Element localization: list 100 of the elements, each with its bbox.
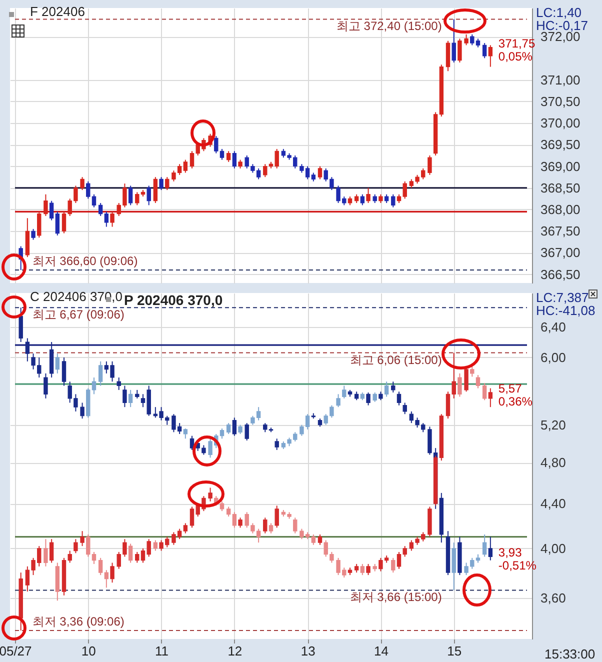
candlestick [482, 382, 487, 401]
candlestick [458, 38, 462, 63]
candlestick [274, 438, 279, 450]
candlestick [55, 353, 60, 374]
candlestick [366, 563, 370, 576]
annotation: 371,75 [498, 36, 536, 50]
y-tick-label: 371,00 [540, 72, 580, 88]
y-tick-label: 367,00 [540, 245, 580, 260]
candlestick [153, 540, 158, 552]
candlestick [110, 562, 114, 584]
candlestick [74, 538, 78, 554]
x-tick-label: 14 [374, 644, 388, 658]
candlestick [44, 538, 48, 567]
annotation: 최고 372,40 (15:00) [336, 19, 442, 34]
candlestick [464, 34, 468, 46]
candlestick [37, 211, 42, 238]
candlestick [128, 389, 133, 408]
candlestick [80, 176, 84, 191]
x-tick-label: 12 [228, 644, 242, 658]
candlestick [232, 417, 237, 436]
candlestick [183, 428, 188, 440]
annotation: 0,05% [498, 49, 533, 64]
candlestick [232, 512, 237, 528]
candlestick [31, 228, 36, 240]
x-tick-label: 15 [447, 644, 462, 658]
candlestick [153, 176, 158, 204]
candlestick [366, 392, 370, 406]
candlestick [232, 150, 237, 169]
candlestick [165, 176, 170, 191]
candlestick [488, 388, 493, 408]
text: HC:-41,08 [536, 303, 596, 318]
x-tick-label: 10 [81, 644, 96, 658]
candlestick [220, 500, 224, 512]
candlestick [428, 154, 432, 176]
y-tick-label: 370,50 [540, 94, 580, 109]
candlestick [452, 18, 456, 63]
candlestick [342, 385, 346, 399]
candlestick [122, 385, 127, 408]
candlestick [226, 506, 231, 518]
candlestick [98, 202, 103, 216]
candlestick [49, 538, 54, 564]
candlestick [104, 570, 109, 588]
chart-subtitle: P 202406 370,0 [124, 292, 223, 308]
candlestick [44, 372, 48, 399]
annotation: 5,57 [498, 381, 522, 396]
y-tick-label: 6,00 [540, 350, 566, 365]
annotation: 최고 6,67 (09:06) [32, 308, 124, 322]
candlestick [98, 557, 103, 576]
candlestick [318, 166, 322, 180]
candlestick [372, 392, 377, 402]
y-tick-label: 3,60 [540, 590, 566, 606]
annotation: 최고 6,06 (15:00) [350, 352, 442, 367]
candlestick [208, 487, 212, 502]
candlestick [18, 307, 23, 343]
candlestick [482, 42, 487, 59]
x-tick-label: 13 [300, 644, 316, 658]
candlestick [446, 40, 450, 72]
candlestick [49, 200, 54, 221]
candlestick [110, 211, 114, 228]
candlestick [80, 402, 84, 420]
text: LC:7,387 [536, 290, 589, 305]
candlestick [25, 218, 30, 258]
candlestick [226, 422, 231, 434]
candlestick [55, 211, 60, 236]
candlestick [159, 176, 164, 191]
text: LC:1,40 [536, 5, 582, 20]
y-tick-label: 5,20 [540, 417, 566, 432]
candlestick [336, 394, 340, 408]
candlestick [391, 381, 396, 393]
candlestick [128, 185, 133, 206]
annotation: 최저 366,60 (09:06) [32, 254, 138, 268]
candlestick [318, 534, 322, 546]
candlestick [311, 534, 316, 546]
candlestick [226, 150, 231, 162]
candlestick [396, 391, 402, 406]
y-tick-label: 4,00 [540, 540, 566, 556]
candlestick [488, 44, 493, 68]
y-tick-label: 369,50 [540, 137, 580, 152]
candlestick [146, 185, 151, 206]
candlestick [128, 543, 133, 564]
x-tick-label: 05/27 [0, 644, 32, 658]
candlestick [293, 517, 298, 534]
candlestick [268, 522, 274, 534]
annotation: 최저 3,36 (09:06) [32, 614, 124, 629]
y-tick-label: 367,50 [540, 224, 580, 239]
candlestick [391, 557, 396, 574]
candlestick [116, 376, 121, 390]
y-tick-label: 6,40 [540, 320, 566, 335]
candlestick [98, 360, 103, 386]
candlestick [360, 194, 365, 206]
candlestick [183, 522, 188, 534]
candlestick [488, 536, 493, 561]
y-tick-label: 368,00 [540, 202, 580, 217]
candlestick [80, 530, 84, 547]
y-tick-label: 370,00 [540, 116, 580, 131]
annotation: 최저 3,66 (15:00) [350, 590, 442, 604]
candlestick [104, 211, 109, 228]
annotation: 0,36% [498, 394, 533, 408]
x-tick-label: 11 [155, 644, 169, 658]
candlestick [244, 422, 249, 441]
